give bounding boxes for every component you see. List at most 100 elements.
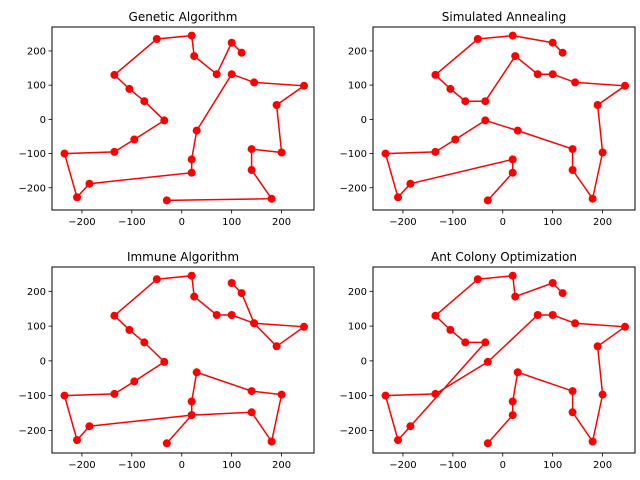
city-point — [110, 147, 119, 156]
city-point — [227, 279, 236, 287]
city-point — [483, 357, 492, 366]
y-tick-label: 100 — [348, 81, 367, 92]
chart-panel: −200 −100 0 100 200 −200 −100 0 100 200 Immune Alg… — [19, 250, 315, 471]
y-tick-label: −100 — [340, 391, 367, 402]
city-point — [187, 271, 196, 280]
city-point — [130, 135, 139, 144]
city-point — [431, 389, 440, 398]
city-point — [571, 78, 580, 87]
city-point — [73, 193, 81, 202]
city-point — [277, 148, 286, 157]
city-point — [272, 342, 281, 351]
city-point — [267, 437, 276, 446]
city-point — [394, 436, 402, 445]
city-point — [508, 411, 517, 420]
plot-frame — [51, 26, 315, 211]
city-point — [548, 70, 557, 79]
city-point — [110, 311, 119, 320]
plot-frame — [372, 26, 636, 211]
city-point — [473, 35, 482, 43]
city-point — [406, 422, 415, 431]
x-tick-label: 200 — [272, 460, 291, 471]
x-tick-label: 0 — [500, 460, 506, 471]
panel-title: Ant Colony Optimization — [431, 250, 577, 264]
city-point — [568, 408, 577, 417]
city-point — [60, 391, 69, 400]
city-point — [508, 168, 517, 177]
city-point — [588, 437, 597, 446]
panel-title: Immune Algorithm — [127, 250, 239, 264]
panel-title: Simulated Annealing — [442, 10, 567, 24]
x-tick-label: 200 — [593, 460, 612, 471]
y-tick-label: 0 — [40, 356, 46, 367]
x-tick-label: 0 — [179, 460, 185, 471]
city-point — [588, 194, 597, 203]
city-point — [227, 38, 236, 47]
city-point — [187, 168, 196, 177]
city-point — [212, 70, 221, 79]
city-point — [621, 81, 629, 90]
route-line — [384, 274, 628, 444]
city-point — [548, 38, 557, 47]
city-point — [621, 322, 629, 331]
city-point — [513, 126, 522, 135]
x-tick-label: −100 — [439, 460, 466, 471]
city-point — [162, 196, 171, 205]
y-tick-label: −100 — [340, 149, 367, 160]
city-point — [300, 81, 308, 90]
city-point — [160, 116, 169, 125]
city-point — [511, 292, 520, 301]
city-point — [508, 155, 517, 164]
y-tick-label: 200 — [27, 287, 46, 298]
city-point — [152, 35, 161, 43]
city-point — [250, 319, 259, 328]
city-point — [558, 289, 567, 298]
city-point — [511, 52, 520, 61]
y-tick-label: −200 — [19, 183, 46, 194]
city-point — [446, 325, 455, 334]
city-point — [481, 116, 490, 125]
city-point — [381, 391, 390, 400]
route-line — [384, 34, 628, 201]
city-point — [227, 70, 236, 79]
x-tick-label: −200 — [68, 217, 95, 228]
x-tick-label: −100 — [118, 460, 145, 471]
y-tick-label: 100 — [27, 81, 46, 92]
route-line — [63, 274, 307, 444]
city-point — [508, 397, 517, 406]
city-point — [568, 166, 577, 174]
city-point — [250, 78, 259, 87]
x-tick-label: −200 — [68, 460, 95, 471]
city-point — [593, 101, 602, 109]
city-point — [110, 70, 119, 79]
city-point — [110, 389, 119, 398]
city-point — [187, 155, 196, 164]
city-point — [548, 279, 557, 287]
city-point — [548, 311, 557, 319]
y-tick-label: −200 — [19, 426, 46, 437]
city-point — [60, 149, 69, 158]
city-point — [190, 292, 199, 301]
x-tick-label: 100 — [222, 217, 241, 228]
plot-frame — [372, 266, 636, 454]
city-point — [192, 126, 201, 135]
city-point — [483, 196, 492, 205]
city-point — [190, 52, 199, 61]
city-point — [192, 368, 201, 377]
x-tick-label: 200 — [272, 217, 291, 228]
city-point — [140, 97, 149, 106]
x-tick-label: 100 — [222, 460, 241, 471]
city-point — [152, 275, 161, 284]
city-point — [568, 387, 577, 396]
chart-panel: −200 −100 0 100 200 −200 −100 0 100 200 Ant Colony… — [340, 250, 636, 471]
city-point — [227, 311, 236, 319]
y-tick-label: −200 — [340, 426, 367, 437]
plot-frame — [51, 266, 315, 454]
city-point — [237, 289, 246, 298]
y-tick-label: 200 — [348, 46, 367, 57]
city-point — [598, 148, 607, 157]
y-tick-label: 100 — [27, 322, 46, 333]
x-tick-label: −100 — [118, 217, 145, 228]
y-tick-label: 100 — [348, 322, 367, 333]
